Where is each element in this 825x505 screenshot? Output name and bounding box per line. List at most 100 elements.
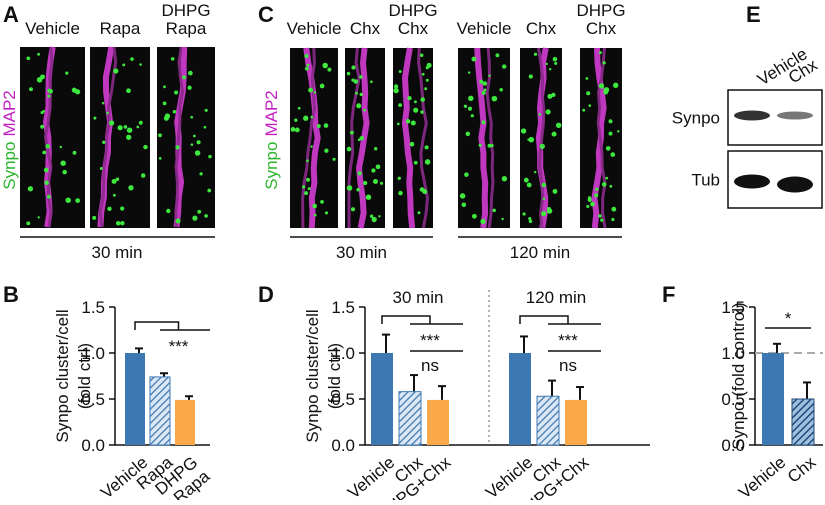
puncta bbox=[410, 120, 416, 126]
puncta bbox=[467, 71, 471, 74]
puncta bbox=[398, 190, 403, 196]
time-label: 30 min bbox=[336, 243, 387, 262]
puncta bbox=[164, 113, 171, 119]
puncta bbox=[555, 122, 562, 129]
puncta bbox=[491, 95, 498, 102]
puncta bbox=[324, 211, 329, 215]
blot-band bbox=[734, 110, 770, 121]
puncta bbox=[359, 92, 363, 97]
puncta bbox=[527, 138, 530, 141]
puncta bbox=[468, 95, 474, 102]
puncta bbox=[197, 209, 202, 214]
puncta bbox=[379, 181, 384, 185]
puncta bbox=[595, 187, 599, 191]
puncta bbox=[71, 87, 77, 93]
puncta bbox=[538, 113, 542, 116]
puncta bbox=[610, 152, 616, 157]
puncta bbox=[542, 197, 546, 201]
puncta bbox=[426, 62, 432, 68]
puncta bbox=[319, 83, 325, 89]
significance-label: * bbox=[785, 309, 792, 328]
puncta bbox=[204, 214, 208, 218]
puncta bbox=[398, 103, 402, 107]
x-tick-label: Vehicle bbox=[735, 453, 789, 500]
panel-letter: D bbox=[258, 282, 274, 307]
puncta bbox=[598, 83, 605, 89]
puncta bbox=[551, 131, 557, 137]
puncta bbox=[528, 219, 533, 224]
significance-label: *** bbox=[169, 337, 189, 356]
puncta bbox=[190, 115, 194, 119]
puncta bbox=[487, 143, 492, 148]
bar bbox=[536, 395, 560, 446]
puncta bbox=[600, 218, 604, 222]
puncta bbox=[495, 53, 500, 58]
puncta bbox=[482, 81, 488, 86]
bar bbox=[509, 353, 531, 445]
puncta bbox=[582, 108, 586, 112]
dendrite bbox=[301, 47, 317, 229]
puncta bbox=[356, 187, 360, 192]
puncta bbox=[65, 197, 71, 203]
micrograph-bg bbox=[90, 47, 150, 228]
puncta bbox=[192, 215, 198, 221]
puncta bbox=[187, 85, 192, 90]
puncta bbox=[481, 90, 486, 95]
stain-magenta: MAP2 bbox=[262, 90, 281, 136]
puncta bbox=[590, 201, 595, 207]
puncta bbox=[396, 122, 400, 126]
puncta bbox=[126, 127, 133, 133]
y-tick-label: 0.5 bbox=[721, 390, 745, 409]
puncta bbox=[478, 143, 482, 147]
puncta bbox=[307, 187, 311, 191]
dendrite bbox=[355, 47, 370, 229]
puncta bbox=[501, 217, 504, 221]
puncta bbox=[608, 131, 613, 136]
micrograph bbox=[20, 46, 85, 228]
blot-band bbox=[734, 174, 770, 189]
puncta bbox=[398, 70, 402, 73]
significance-bracket bbox=[134, 321, 180, 330]
puncta bbox=[480, 218, 486, 225]
puncta bbox=[93, 116, 97, 120]
puncta bbox=[294, 127, 300, 133]
puncta bbox=[548, 67, 552, 71]
puncta bbox=[310, 145, 313, 148]
puncta bbox=[140, 173, 146, 178]
puncta bbox=[346, 71, 351, 76]
puncta bbox=[605, 146, 611, 151]
dendrite bbox=[347, 47, 361, 228]
micrograph bbox=[290, 47, 338, 229]
puncta bbox=[587, 197, 592, 202]
y-tick-label: 0.0 bbox=[331, 436, 355, 455]
puncta bbox=[113, 68, 119, 74]
puncta bbox=[523, 177, 529, 183]
puncta bbox=[158, 157, 162, 160]
puncta bbox=[526, 182, 532, 188]
puncta bbox=[397, 176, 401, 180]
puncta bbox=[175, 218, 181, 224]
column-label: Rapa bbox=[100, 19, 141, 38]
y-axis-label: Synpo cluster/cell bbox=[53, 309, 72, 442]
bar bbox=[791, 398, 815, 446]
column-label: Vehicle bbox=[287, 19, 342, 38]
puncta bbox=[170, 57, 175, 61]
puncta bbox=[47, 94, 51, 98]
puncta bbox=[375, 164, 381, 170]
puncta bbox=[139, 63, 142, 66]
puncta bbox=[594, 193, 599, 198]
column-label: DHPG bbox=[576, 1, 625, 20]
column-label: Chx bbox=[398, 19, 429, 38]
micrograph bbox=[90, 46, 150, 228]
puncta bbox=[45, 144, 50, 149]
puncta bbox=[27, 186, 34, 192]
puncta bbox=[424, 159, 431, 165]
puncta bbox=[350, 207, 356, 212]
dendrite bbox=[98, 46, 118, 228]
significance-label: ns bbox=[559, 356, 577, 375]
column-label: Rapa bbox=[166, 19, 207, 38]
puncta bbox=[363, 180, 368, 186]
puncta bbox=[541, 182, 547, 188]
micrograph bbox=[393, 47, 433, 229]
